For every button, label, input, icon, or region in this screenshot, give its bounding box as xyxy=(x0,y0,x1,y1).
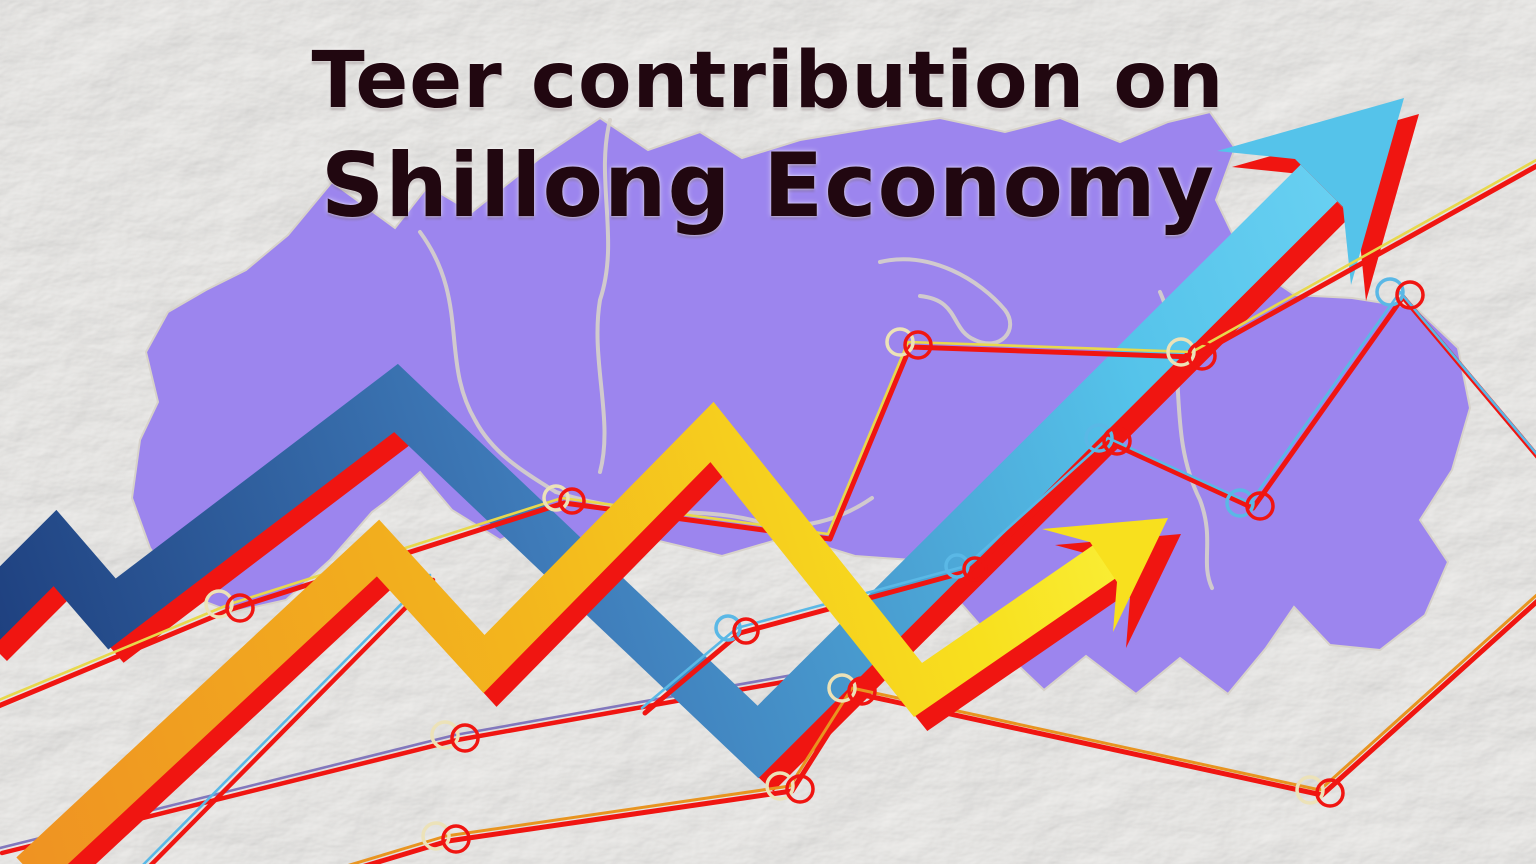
yellow-arrow-red-shadow xyxy=(41,420,1181,864)
data-point-marker xyxy=(885,327,933,360)
data-point-marker xyxy=(421,821,471,854)
cyan-red-diagonal-line xyxy=(142,573,436,864)
yellow-arrow-shaft xyxy=(16,401,1116,864)
line-chart-shadow xyxy=(363,599,1536,864)
data-point-marker xyxy=(1375,277,1425,310)
yellow-arrowhead-icon xyxy=(1042,518,1168,632)
title-line-1: Teer contribution on xyxy=(311,36,1225,126)
line-chart-shadow xyxy=(148,577,436,864)
line-chart-line xyxy=(347,593,1536,864)
data-point-marker xyxy=(542,484,586,515)
blue-trend-arrow xyxy=(0,98,1419,792)
line-chart-line xyxy=(0,158,1536,701)
data-point-marker xyxy=(1084,423,1132,456)
line-chart-line xyxy=(142,573,432,864)
yellow-trend-arrow xyxy=(16,401,1181,864)
data-point-marker xyxy=(765,771,815,804)
line-chart-line xyxy=(640,290,1536,710)
district-boundary-line xyxy=(878,257,1013,346)
data-point-marker xyxy=(714,614,760,645)
data-point-marker xyxy=(1225,488,1275,521)
data-point-marker xyxy=(944,553,988,582)
data-point-marker xyxy=(1166,337,1217,371)
title-line-2: Shillong Economy xyxy=(320,134,1216,237)
blue-arrow-shaft xyxy=(0,164,1338,779)
data-point-marker xyxy=(1295,775,1345,808)
data-point-marker xyxy=(204,589,255,623)
cyan-red-line-chart xyxy=(640,277,1536,716)
district-boundary-line xyxy=(595,118,612,474)
orange-red-line-chart xyxy=(347,593,1536,864)
district-boundary-line xyxy=(418,230,558,494)
blue-arrowhead-icon xyxy=(1217,98,1404,285)
yellow-red-line-chart xyxy=(0,158,1536,709)
data-point-marker xyxy=(827,673,877,706)
data-point-marker xyxy=(430,720,480,753)
